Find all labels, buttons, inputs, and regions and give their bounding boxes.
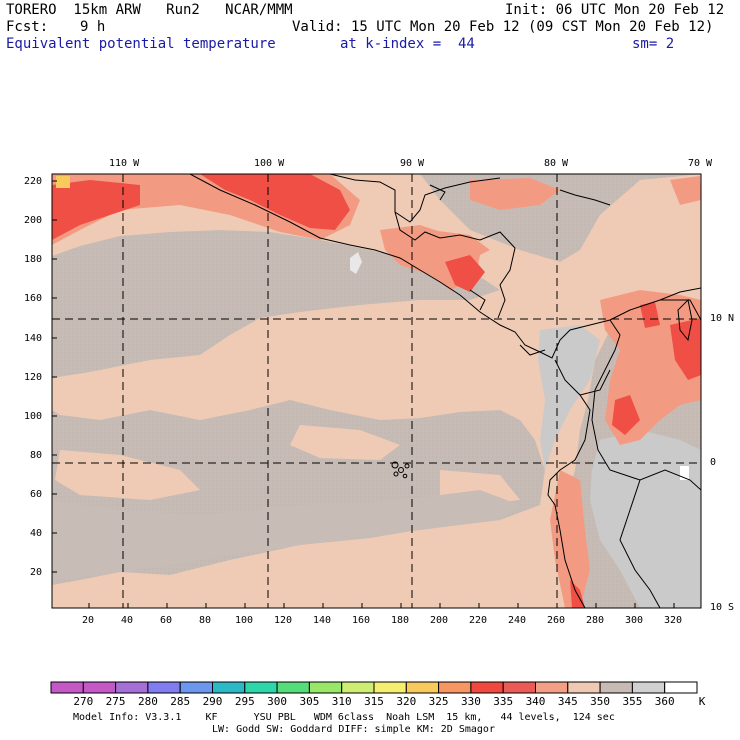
colorbar-label: 320 [396,695,417,708]
lon-label-80w: 80 W [544,158,569,169]
init-time: Init: 06 UTC Mon 20 Feb 12 [505,2,725,18]
lat-lon-grid [52,174,701,608]
colorbar-label: 335 [493,695,514,708]
lat-label-10n: 10 N [710,313,735,324]
colorbar-label: 275 [105,695,126,708]
colorbar-label: 340 [525,695,546,708]
x-tick-label: 200 [430,615,449,626]
model-title: TORERO 15km ARW Run2 NCAR/MMM [6,2,293,18]
coastlines [189,174,701,608]
field-name: Equivalent potential temperature [6,36,276,52]
y-tick-label: 40 [30,528,43,539]
lon-label-110w: 110 W [109,158,140,169]
colorbar-label: 310 [331,695,352,708]
y-tick-label: 140 [24,333,43,344]
colorbar-label: 295 [234,695,255,708]
lon-label-70w: 70 W [688,158,713,169]
colorbar-label: 280 [137,695,158,708]
colorbar-label: 315 [364,695,384,708]
lat-label-0: 0 [710,457,717,468]
y-tick-label: 20 [30,567,43,578]
x-tick-label: 240 [508,615,527,626]
white-patch [680,466,689,480]
y-tick-label: 200 [24,215,43,226]
x-tick-label: 100 [235,615,254,626]
warm-spot [56,176,70,188]
smoothing-label: sm= 2 [632,36,675,52]
colorbar-label: 270 [73,695,94,708]
y-tick-label: 220 [24,176,43,187]
y-tick-label: 60 [30,489,43,500]
x-tick-label: 120 [274,615,293,626]
x-tick-label: 300 [625,615,644,626]
y-tick-label: 160 [24,293,43,304]
x-tick-label: 20 [82,615,95,626]
x-tick-label: 60 [160,615,173,626]
colorbar-label: 290 [202,695,223,708]
hottest-regions [52,174,701,608]
colorbar-label: 350 [590,695,611,708]
y-tick-label: 100 [24,411,43,422]
axis-ticks [52,180,675,608]
y-tick-label: 180 [24,254,43,265]
y-tick-label: 80 [30,450,43,461]
x-tick-label: 180 [391,615,410,626]
lon-label-90w: 90 W [400,158,425,169]
colorbar-label: 300 [267,695,288,708]
colorbar-label: 330 [460,695,481,708]
x-tick-label: 220 [469,615,488,626]
x-tick-label: 280 [586,615,605,626]
x-tick-label: 320 [664,615,683,626]
model-info: Model Info: V3.3.1 KF YSU PBL WDM 6class… [73,712,615,723]
colorbar-label: 360 [654,695,675,708]
colorbar-label: 285 [170,695,191,708]
land-grey-regions [350,252,701,608]
x-tick-label: 160 [352,615,371,626]
forecast-label: Fcst: [6,19,49,35]
map-frame [51,173,702,609]
lon-label-100w: 100 W [254,158,285,169]
colorbar-label: 345 [557,695,578,708]
lat-label-10s: 10 S [710,602,735,613]
colorbar-label: 305 [299,695,320,708]
field-shading [52,174,701,608]
x-tick-label: 260 [547,615,566,626]
level-label: at k-index = 44 [340,36,475,52]
valid-time: Valid: 15 UTC Mon 20 Feb 12 (09 CST Mon … [292,19,714,35]
y-tick-label: 120 [24,372,43,383]
colorbar-label: 325 [428,695,449,708]
physics-info: LW: Godd SW: Goddard DIFF: simple KM: 2D… [212,724,495,735]
x-tick-label: 140 [313,615,332,626]
x-tick-label: 80 [199,615,212,626]
colorbar-label: 355 [622,695,643,708]
cool-ocean [52,490,520,580]
colorbar-unit: K [698,695,706,708]
galapagos-islands [391,461,410,479]
warm-regions [52,174,701,608]
forecast-hour: 9 h [80,19,106,35]
x-tick-label: 40 [121,615,134,626]
